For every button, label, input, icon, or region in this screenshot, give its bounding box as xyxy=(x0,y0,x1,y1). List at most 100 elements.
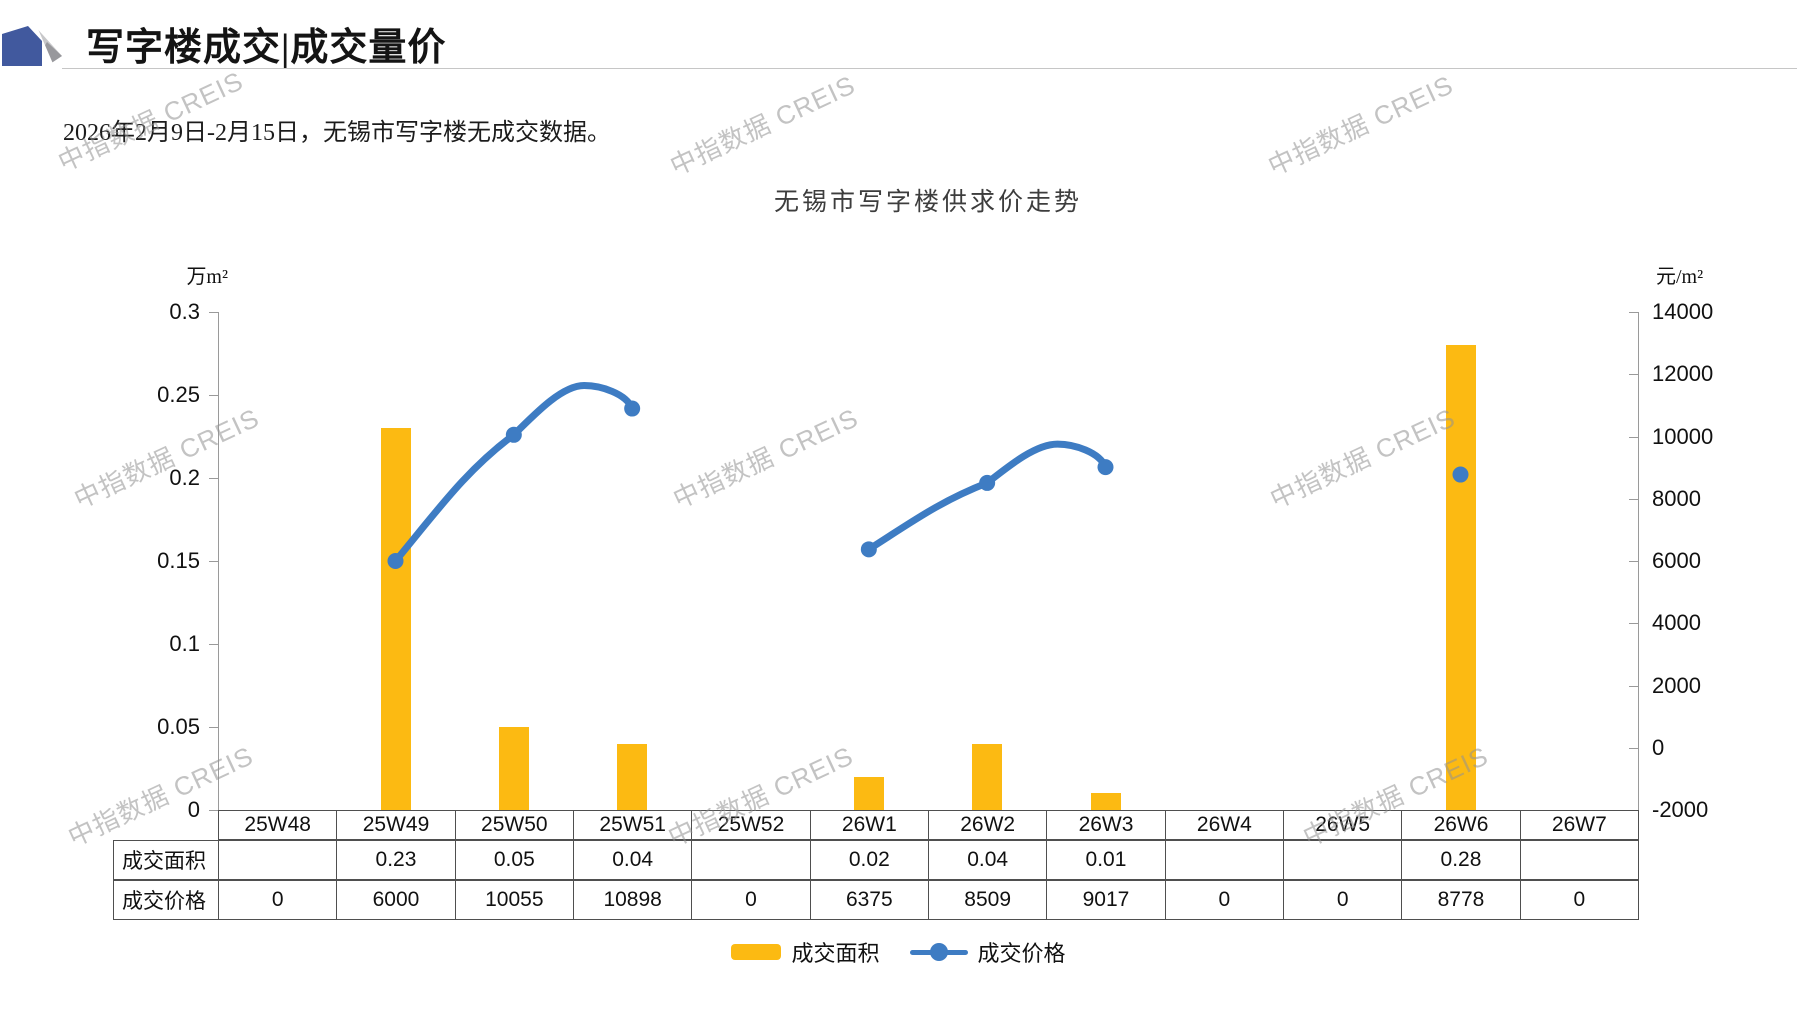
table-area-cell: 0.02 xyxy=(809,840,929,880)
table-header-cell: 25W50 xyxy=(454,810,574,840)
price-point xyxy=(979,474,996,491)
price-point xyxy=(1097,459,1114,476)
table-price-cell: 9017 xyxy=(1046,880,1166,920)
table-price-cell: 0 xyxy=(218,880,338,920)
left-axis-tick-label: 0.3 xyxy=(169,299,200,324)
table-header-cell: 26W2 xyxy=(928,810,1048,840)
price-point xyxy=(505,426,522,443)
legend-area-label: 成交面积 xyxy=(791,941,880,966)
chart-title: 无锡市写字楼供求价走势 xyxy=(773,189,1082,216)
watermark: 中指数据 CREIS xyxy=(1263,69,1458,182)
logo-blue-shape xyxy=(2,26,42,66)
legend-item-price: 成交价格 xyxy=(909,936,1066,968)
table-header-cell: 25W49 xyxy=(336,810,456,840)
left-axis-tick xyxy=(209,395,218,396)
left-axis-tick xyxy=(209,561,218,562)
area-bar xyxy=(498,727,529,810)
left-axis-unit: 万m² xyxy=(186,266,228,288)
table-price-cell: 8509 xyxy=(928,880,1048,920)
table-area-cell: 0.01 xyxy=(1046,840,1166,880)
left-axis-tick xyxy=(209,312,218,313)
watermark: 中指数据 CREIS xyxy=(665,69,860,182)
chart-legend: 成交面积 成交价格 xyxy=(0,936,1797,968)
creis-logo xyxy=(2,22,62,66)
table-price-cell: 8778 xyxy=(1401,880,1521,920)
table-header-cell: 26W6 xyxy=(1401,810,1521,840)
price-line xyxy=(865,440,1109,553)
right-axis-tick-label: 14000 xyxy=(1652,299,1714,324)
table-header-cell: 26W1 xyxy=(809,810,929,840)
table-area-cell xyxy=(691,840,811,880)
table-price-cell: 0 xyxy=(691,880,811,920)
right-axis-tick-label: 12000 xyxy=(1652,361,1714,387)
left-axis-tick xyxy=(209,644,218,645)
right-axis-tick xyxy=(1629,685,1638,687)
left-axis-tick-label: 0.05 xyxy=(157,714,200,739)
left-axis-tick-label: 0.25 xyxy=(157,382,200,407)
right-axis-tick-label: 6000 xyxy=(1652,548,1701,573)
area-bar xyxy=(1090,793,1121,810)
table-row-label: 成交面积 xyxy=(113,840,219,880)
right-axis-unit: 元/m² xyxy=(1656,266,1704,288)
right-axis-tick-label: 4000 xyxy=(1652,610,1701,636)
left-axis-tick xyxy=(209,810,218,811)
right-axis-tick xyxy=(1629,561,1638,562)
table-area-cell xyxy=(1283,840,1403,880)
table-header-cell: 26W3 xyxy=(1046,810,1166,840)
area-bar xyxy=(1445,345,1476,810)
table-price-cell: 0 xyxy=(1283,880,1403,920)
area-bar xyxy=(853,776,884,810)
table-row-label: 成交价格 xyxy=(113,880,219,920)
title-divider xyxy=(62,68,1797,69)
left-axis-tick xyxy=(209,727,218,728)
right-axis-line xyxy=(1638,312,1639,810)
area-bar xyxy=(617,743,648,810)
price-point xyxy=(624,400,641,417)
area-bar xyxy=(972,743,1003,810)
table-header-cell: 25W48 xyxy=(218,810,338,840)
left-axis-line xyxy=(218,312,219,810)
price-line xyxy=(392,382,636,565)
table-area-cell: 0.23 xyxy=(336,840,456,880)
right-axis-tick-label: 0 xyxy=(1652,734,1665,760)
legend-price-label: 成交价格 xyxy=(977,941,1066,966)
right-axis-tick xyxy=(1629,312,1638,313)
right-axis-tick xyxy=(1629,747,1638,749)
table-price-cell: 6000 xyxy=(336,880,456,920)
area-bar-swatch-icon xyxy=(731,944,782,960)
table-price-cell: 0 xyxy=(1164,880,1284,920)
plot-area xyxy=(218,312,1638,810)
price-line-svg xyxy=(387,382,1469,569)
table-price-cell: 10898 xyxy=(573,880,693,920)
table-price-cell: 0 xyxy=(1519,880,1639,920)
summary-text: 2026年2月9日-2月15日，无锡市写字楼无成交数据。 xyxy=(63,120,611,146)
page-title: 写字楼成交|成交量价 xyxy=(86,27,447,69)
left-axis-tick-label: 0.1 xyxy=(169,631,200,656)
area-bar xyxy=(380,428,411,810)
table-area-cell xyxy=(218,840,338,880)
right-axis-tick xyxy=(1629,623,1638,625)
right-axis-tick-label: -2000 xyxy=(1652,797,1709,822)
table-header-cell: 26W7 xyxy=(1519,810,1639,840)
price-point xyxy=(387,553,404,569)
right-axis-tick-label: 2000 xyxy=(1652,672,1701,698)
right-axis-tick-label: 8000 xyxy=(1652,485,1701,511)
table-area-cell: 0.04 xyxy=(928,840,1048,880)
right-axis-tick xyxy=(1629,498,1638,500)
table-area-cell xyxy=(1519,840,1639,880)
table-price-cell: 6375 xyxy=(809,880,929,920)
right-axis-tick-label: 10000 xyxy=(1652,423,1714,449)
price-line-swatch-icon xyxy=(909,943,968,961)
table-price-cell: 10055 xyxy=(454,880,574,920)
left-axis-tick-label: 0.2 xyxy=(169,465,200,490)
table-area-cell: 0.05 xyxy=(454,840,574,880)
table-area-cell: 0.28 xyxy=(1401,840,1521,880)
left-axis-tick xyxy=(209,478,218,479)
legend-item-area: 成交面积 xyxy=(731,936,880,968)
table-area-cell xyxy=(1164,840,1284,880)
right-axis-tick xyxy=(1629,374,1638,376)
price-point xyxy=(860,541,877,558)
right-axis-tick xyxy=(1629,436,1638,438)
table-header-cell: 26W4 xyxy=(1164,810,1284,840)
